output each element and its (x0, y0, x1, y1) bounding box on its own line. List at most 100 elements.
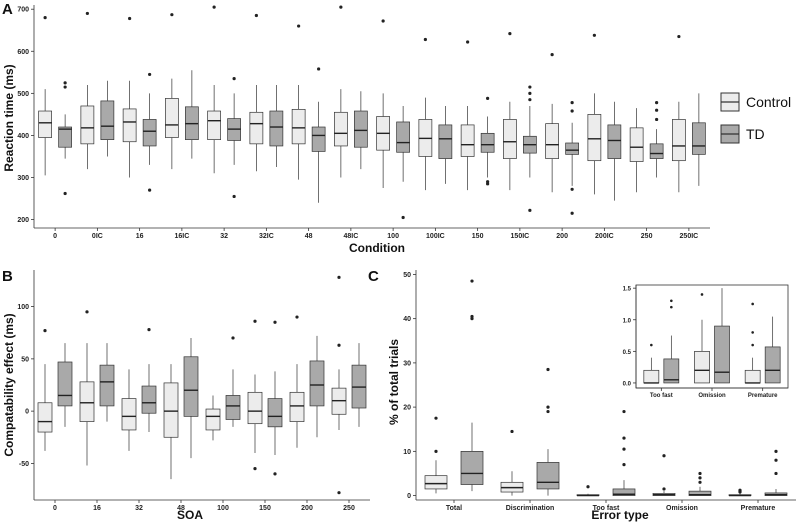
panelA-td-box (397, 122, 410, 152)
panelB-control-box (164, 383, 178, 437)
panelB-control-box (290, 392, 304, 421)
panelA-td-outlier (571, 212, 574, 215)
panelA-td-outlier (64, 85, 67, 88)
panelA-td-box (59, 127, 72, 147)
panelA-control-outlier (213, 6, 216, 9)
panelA-td-outlier (655, 109, 658, 112)
panelA-ytick-label: 700 (17, 7, 29, 14)
panelC-td-outlier (622, 436, 625, 439)
panelA-control-box (461, 125, 474, 157)
panelCi-ytick-label: 0.5 (623, 350, 632, 356)
panelB-control-box (122, 399, 136, 430)
panelCi-control-box (644, 370, 659, 383)
panelB-control-outlier (253, 320, 256, 323)
figure: A B C 2003004005006007000 0IC 16 16IC 32 32IC… (0, 0, 800, 524)
panel-b-chart: -500501000 16 32 48 100 150 200 250 (17, 270, 370, 512)
panelA-td-box (101, 101, 114, 140)
panelC-td-outlier (622, 448, 625, 451)
panelC-xtick-label: Omission (666, 505, 698, 512)
panelA-control-outlier (677, 35, 680, 38)
panelA-control-box (81, 106, 94, 144)
panelA-control-outlier (424, 38, 427, 41)
panelA-td-outlier (64, 81, 67, 84)
panelCi-control-box (695, 351, 710, 383)
panelC-xtick-label: Premature (741, 505, 776, 512)
panelCi-control-outlier (751, 344, 754, 347)
panelB-td-outlier (147, 328, 150, 331)
panelA-td-outlier (655, 118, 658, 121)
panelA-td-box (650, 144, 663, 159)
panelC-td-outlier (774, 472, 777, 475)
panelB-control-outlier (337, 276, 340, 279)
panelA-xtick-label: 32 (220, 233, 228, 240)
panel-c-xlabel: Error type (591, 508, 649, 522)
panelC-ytick-label: 40 (403, 316, 411, 323)
panelC-td-outlier (622, 410, 625, 413)
panelC-control-box (425, 476, 447, 489)
panelB-td-outlier (273, 321, 276, 324)
panelA-control-outlier (86, 12, 89, 15)
panelA-control-outlier (551, 53, 554, 56)
panelA-control-box (588, 114, 601, 160)
panelA-control-box (165, 98, 178, 137)
panelCi-ytick-label: 1.0 (623, 318, 632, 324)
panelA-xtick-label: 0IC (92, 233, 103, 240)
panelA-control-box (672, 119, 685, 160)
panelA-control-outlier (382, 19, 385, 22)
panel-b-xlabel: SOA (177, 508, 203, 522)
panelA-td-outlier (528, 98, 531, 101)
panelA-td-outlier (64, 192, 67, 195)
panelC-td-outlier (470, 279, 473, 282)
panelA-ytick-label: 600 (17, 49, 29, 56)
panelA-ytick-label: 300 (17, 175, 29, 182)
panelA-td-outlier (528, 209, 531, 212)
panelA-ytick-label: 500 (17, 91, 29, 98)
panelA-ytick-label: 400 (17, 133, 29, 140)
panelA-td-box (608, 125, 621, 159)
panelA-xtick-label: 250IC (680, 233, 699, 240)
panel-a-ylabel: Reaction time (ms) (2, 64, 16, 171)
panelA-xtick-label: 150 (472, 233, 484, 240)
panelCi-td-outlier (670, 306, 673, 309)
panelC-ytick-label: 50 (403, 272, 411, 279)
panelC-control-outlier (738, 490, 741, 493)
panelA-control-outlier (170, 13, 173, 16)
panelA-xtick-label: 200 (556, 233, 568, 240)
panelA-td-outlier (571, 188, 574, 191)
panelB-xtick-label: 150 (259, 505, 271, 512)
panelC-control-outlier (434, 450, 437, 453)
panelA-td-outlier (528, 92, 531, 95)
panelC-td-outlier (622, 463, 625, 466)
panelB-td-box (100, 365, 114, 406)
panelB-control-box (80, 382, 94, 422)
panelCi-xtick-label: Too fast (650, 393, 673, 399)
panelC-td-outlier (698, 481, 701, 484)
panelC-control-outlier (434, 417, 437, 420)
panelB-xtick-label: 32 (135, 505, 143, 512)
panelA-control-outlier (44, 16, 47, 19)
panel-c-ylabel: % of total trials (387, 339, 401, 425)
panelC-xtick-label: Total (446, 505, 462, 512)
panel-label-c: C (368, 268, 379, 285)
panelA-control-outlier (339, 6, 342, 9)
panelA-td-box (143, 119, 156, 146)
panelA-td-outlier (655, 101, 658, 104)
panelA-control-box (39, 111, 52, 138)
panelC-control-outlier (662, 487, 665, 490)
panelB-td-box (226, 395, 240, 419)
panelC-td-outlier (698, 472, 701, 475)
panelA-control-box (292, 109, 305, 144)
panelA-xtick-label: 48 (305, 233, 313, 240)
panelA-td-outlier (571, 101, 574, 104)
panelA-control-box (630, 128, 643, 162)
panelA-xtick-label: 100IC (426, 233, 445, 240)
panelA-td-outlier (571, 109, 574, 112)
panelB-xtick-label: 16 (93, 505, 101, 512)
panelCi-control-outlier (751, 303, 754, 306)
panelA-td-outlier (528, 85, 531, 88)
panelB-td-box (184, 357, 198, 417)
panelB-td-box (58, 362, 72, 406)
panelC-td-outlier (774, 459, 777, 462)
panelA-control-outlier (508, 32, 511, 35)
panelA-td-outlier (233, 195, 236, 198)
